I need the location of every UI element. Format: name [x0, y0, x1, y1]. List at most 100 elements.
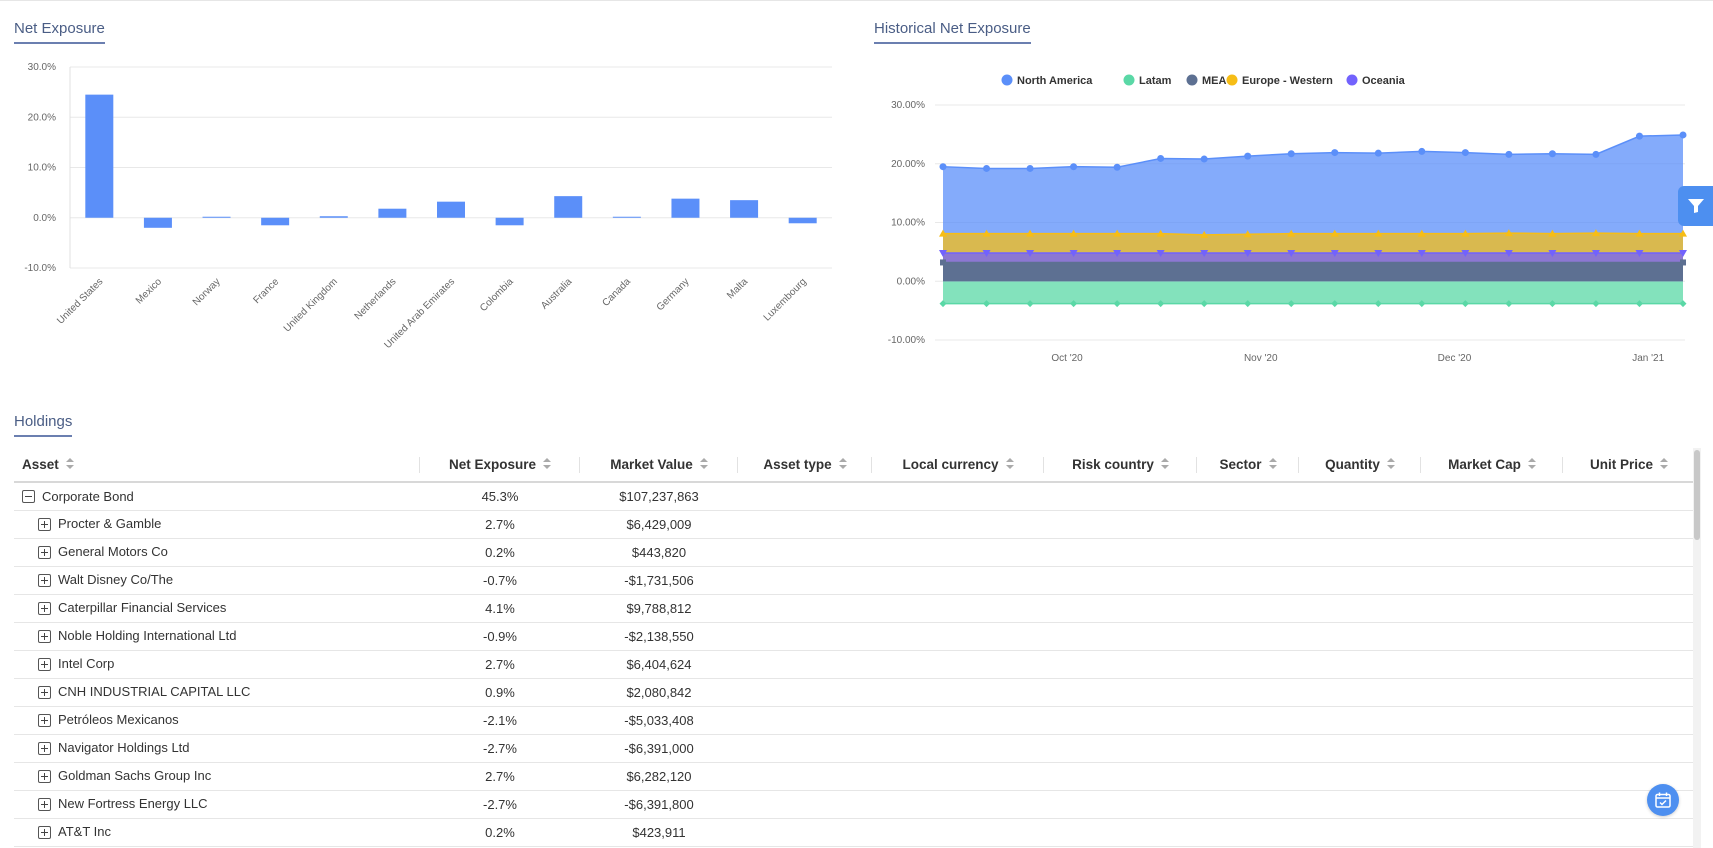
expand-icon[interactable]: [38, 629, 51, 643]
bar[interactable]: [788, 217, 817, 224]
point[interactable]: [1461, 149, 1469, 157]
point[interactable]: [983, 300, 991, 308]
bar[interactable]: [378, 208, 407, 218]
expand-icon[interactable]: [38, 657, 51, 671]
column-separator[interactable]: [737, 457, 738, 473]
column-separator[interactable]: [579, 457, 580, 473]
point[interactable]: [1287, 150, 1295, 158]
point[interactable]: [1069, 250, 1078, 258]
point[interactable]: [1592, 300, 1600, 308]
sort-icon[interactable]: [699, 457, 708, 472]
point[interactable]: [1156, 250, 1165, 258]
point[interactable]: [1592, 150, 1600, 158]
expand-icon[interactable]: [38, 545, 51, 559]
filter-button[interactable]: [1678, 186, 1713, 226]
bar[interactable]: [85, 94, 114, 218]
column-separator[interactable]: [871, 457, 872, 473]
sort-icon[interactable]: [543, 457, 552, 472]
point[interactable]: [1331, 149, 1339, 157]
point[interactable]: [1591, 229, 1600, 237]
point[interactable]: [1244, 300, 1252, 308]
column-header-quantity[interactable]: Quantity: [1299, 448, 1421, 483]
expand-icon[interactable]: [38, 797, 51, 811]
point[interactable]: [939, 163, 947, 171]
sort-icon[interactable]: [1268, 457, 1277, 472]
expand-icon[interactable]: [38, 769, 51, 783]
point[interactable]: [1113, 250, 1122, 258]
sort-icon[interactable]: [838, 457, 847, 472]
point[interactable]: [1418, 147, 1426, 155]
point[interactable]: [1635, 229, 1644, 237]
sort-icon[interactable]: [1160, 457, 1169, 472]
point[interactable]: [1505, 300, 1513, 308]
group-row[interactable]: Corporate Bond 45.3% $107,237,863: [14, 482, 1695, 511]
table-scrollbar[interactable]: [1693, 448, 1701, 848]
point[interactable]: [1461, 250, 1470, 258]
point[interactable]: [1069, 229, 1078, 237]
column-separator[interactable]: [1298, 457, 1299, 473]
point[interactable]: [1505, 150, 1513, 158]
point[interactable]: [940, 259, 946, 266]
point[interactable]: [1374, 149, 1382, 157]
table-row[interactable]: Walt Disney Co/The -0.7% -$1,731,506: [14, 566, 1695, 595]
point[interactable]: [1113, 229, 1122, 237]
point[interactable]: [1418, 300, 1426, 308]
bar[interactable]: [495, 217, 524, 226]
point[interactable]: [1157, 300, 1165, 308]
point[interactable]: [1200, 230, 1209, 238]
point[interactable]: [1374, 250, 1383, 258]
point[interactable]: [939, 229, 947, 237]
table-scrollbar-thumb[interactable]: [1694, 450, 1700, 540]
column-header-asset-type[interactable]: Asset type: [738, 448, 872, 483]
table-row[interactable]: General Motors Co 0.2% $443,820: [14, 538, 1695, 567]
point[interactable]: [1635, 132, 1643, 140]
bar[interactable]: [671, 198, 700, 218]
column-separator[interactable]: [419, 457, 420, 473]
point[interactable]: [1200, 155, 1208, 163]
column-separator[interactable]: [1420, 457, 1421, 473]
table-row[interactable]: Petróleos Mexicanos -2.1% -$5,033,408: [14, 706, 1695, 735]
point[interactable]: [939, 300, 947, 308]
sort-icon[interactable]: [1005, 457, 1014, 472]
point[interactable]: [1680, 259, 1686, 266]
table-row[interactable]: Procter & Gamble 2.7% $6,429,009: [14, 510, 1695, 539]
bar[interactable]: [143, 217, 172, 228]
bar[interactable]: [612, 216, 641, 218]
table-row[interactable]: AT&T Inc 0.2% $423,911: [14, 818, 1695, 847]
table-row[interactable]: New Fortress Energy LLC -2.7% -$6,391,800: [14, 790, 1695, 819]
legend-item-latam[interactable]: Latam: [1123, 74, 1172, 88]
bar[interactable]: [554, 196, 583, 218]
point[interactable]: [1461, 300, 1469, 308]
bar[interactable]: [730, 200, 759, 218]
point[interactable]: [939, 250, 947, 258]
bar[interactable]: [437, 201, 465, 218]
point[interactable]: [1461, 229, 1470, 237]
column-separator[interactable]: [1043, 457, 1044, 473]
point[interactable]: [1070, 300, 1078, 308]
point[interactable]: [1287, 250, 1296, 258]
point[interactable]: [1679, 229, 1687, 237]
column-header-sector[interactable]: Sector: [1197, 448, 1299, 483]
calendar-button[interactable]: [1647, 784, 1679, 816]
expand-icon[interactable]: [38, 517, 51, 531]
point[interactable]: [1200, 250, 1209, 258]
expand-icon[interactable]: [38, 713, 51, 727]
column-header-unit-price[interactable]: Unit Price: [1563, 448, 1695, 483]
bar[interactable]: [261, 217, 290, 226]
point[interactable]: [1243, 230, 1252, 238]
table-row[interactable]: Noble Holding International Ltd -0.9% -$2,…: [14, 622, 1695, 651]
point[interactable]: [1200, 300, 1208, 308]
sort-icon[interactable]: [1660, 457, 1669, 472]
point[interactable]: [1679, 250, 1687, 258]
bar[interactable]: [319, 216, 348, 218]
point[interactable]: [1113, 300, 1121, 308]
expand-icon[interactable]: [38, 573, 51, 587]
table-row[interactable]: Goldman Sachs Group Inc 2.7% $6,282,120: [14, 762, 1695, 791]
table-row[interactable]: Caterpillar Financial Services 4.1% $9,788…: [14, 594, 1695, 623]
point[interactable]: [982, 250, 991, 258]
point[interactable]: [1070, 163, 1078, 171]
expand-icon[interactable]: [38, 685, 51, 699]
point[interactable]: [1591, 250, 1600, 258]
expand-icon[interactable]: [38, 741, 51, 755]
legend-item-europe_western[interactable]: Europe - Western: [1226, 74, 1334, 88]
